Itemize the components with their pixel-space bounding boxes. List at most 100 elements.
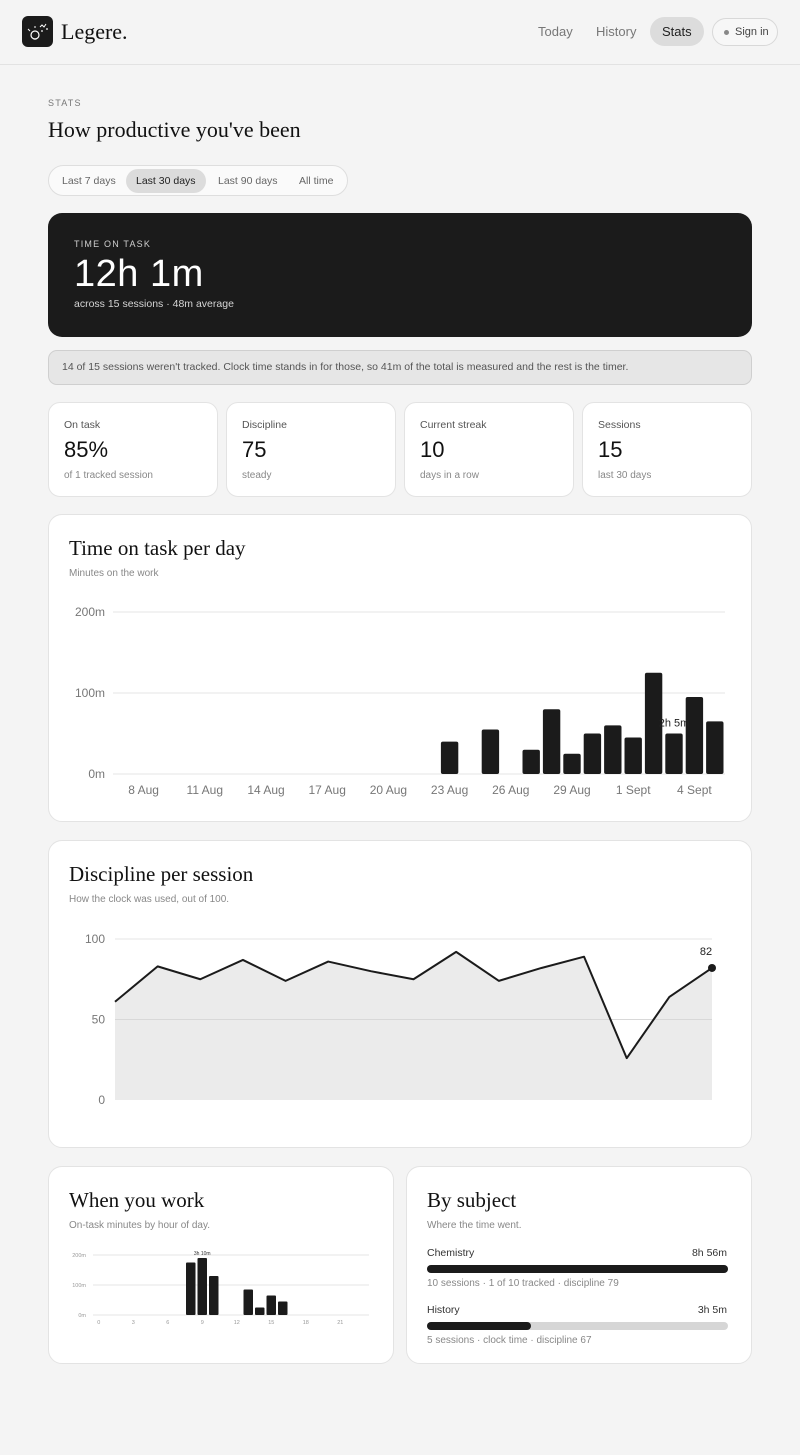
subject-bar-fill	[427, 1265, 728, 1273]
subject-name: Chemistry	[427, 1247, 475, 1259]
x-tick-label: 17 Aug	[309, 783, 346, 797]
card-subtitle: Where the time went.	[427, 1220, 522, 1231]
stat-value: 85%	[64, 437, 109, 462]
x-tick-label: 15	[268, 1320, 274, 1326]
stat-value: 75	[242, 437, 267, 462]
y-tick-label: 50	[92, 1013, 106, 1027]
card-title: By subject	[427, 1188, 517, 1212]
x-tick-label: 26 Aug	[492, 783, 529, 797]
x-tick-label: 18	[303, 1320, 309, 1326]
bar	[583, 733, 602, 774]
x-tick-label: 21	[337, 1320, 343, 1326]
range-selector: Last 7 days Last 30 days Last 90 days Al…	[48, 165, 348, 196]
sign-in-button[interactable]: Sign in	[712, 18, 778, 46]
nav-today[interactable]: Today	[538, 24, 573, 39]
range-last-90-days[interactable]: Last 90 days	[218, 175, 278, 187]
page-eyebrow: STATS	[48, 98, 82, 108]
y-tick-label: 200m	[72, 1253, 86, 1259]
bar	[563, 753, 581, 774]
bar	[266, 1295, 276, 1315]
range-last-7-days[interactable]: Last 7 days	[62, 175, 116, 187]
time-per-day-card: Time on task per day Minutes on the work…	[48, 514, 752, 822]
logo-icon[interactable]	[22, 16, 53, 47]
area-fill	[115, 951, 712, 1100]
x-tick-label: 4 Sept	[677, 783, 712, 797]
y-tick-label: 0	[98, 1093, 105, 1107]
bar	[255, 1307, 265, 1315]
card-title: Discipline per session	[69, 862, 254, 886]
x-tick-label: 6	[166, 1320, 169, 1326]
subject-bar-track	[427, 1265, 728, 1273]
subject-time: 8h 56m	[691, 1247, 727, 1259]
sign-in-label: Sign in	[735, 26, 769, 38]
stat-label: Current streak	[420, 419, 487, 431]
when-you-work-card: When you work On-task minutes by hour of…	[48, 1166, 394, 1364]
bar	[197, 1258, 207, 1315]
x-tick-label: 29 Aug	[553, 783, 590, 797]
y-tick-label: 100m	[75, 686, 105, 700]
y-tick-label: 0m	[78, 1313, 86, 1319]
stat-sub: steady	[242, 470, 272, 481]
subject-bar-fill	[427, 1322, 531, 1330]
card-subtitle: On-task minutes by hour of day.	[69, 1220, 210, 1231]
y-tick-label: 100m	[72, 1283, 86, 1289]
x-tick-label: 0	[97, 1320, 100, 1326]
range-all-time[interactable]: All time	[299, 175, 334, 187]
y-tick-label: 100	[85, 932, 105, 946]
range-last-30-days[interactable]: Last 30 days	[126, 169, 206, 193]
data-label: 3h 10m	[194, 1251, 211, 1257]
x-tick-label: 1 Sept	[616, 783, 651, 797]
bar	[542, 709, 561, 774]
data-label: 2h 5m	[659, 718, 690, 730]
bar	[624, 737, 642, 774]
stat-sub: last 30 days	[598, 470, 652, 481]
brand-name[interactable]: Legere.	[61, 19, 128, 44]
top-bar: Legere. Today History Stats Sign in	[0, 0, 800, 65]
status-dot-icon	[724, 30, 729, 35]
bar	[644, 672, 663, 774]
hour-of-day-chart: 0m 100m 200m 0 3 6 9 12 15 18 21 3h 10m	[72, 1251, 369, 1326]
hero-subtext: across 15 sessions · 48m average	[74, 298, 234, 310]
stat-card-discipline: Discipline 75 steady	[226, 402, 396, 497]
x-tick-label: 12	[234, 1320, 240, 1326]
subject-bar-track	[427, 1322, 728, 1330]
x-tick-label: 14 Aug	[247, 783, 284, 797]
bar	[665, 733, 683, 774]
stat-sub: of 1 tracked session	[64, 470, 153, 481]
subject-time: 3h 5m	[697, 1304, 727, 1316]
bar	[522, 749, 540, 774]
card-subtitle: Minutes on the work	[69, 568, 159, 579]
subject-name: History	[427, 1304, 460, 1316]
nav-stats[interactable]: Stats	[650, 17, 704, 46]
bar	[706, 721, 724, 774]
nav-history[interactable]: History	[596, 24, 637, 39]
stat-card-sessions: Sessions 15 last 30 days	[582, 402, 752, 497]
bar	[440, 741, 459, 774]
last-point	[708, 963, 716, 972]
by-subject-card: By subject Where the time went. Chemistr…	[406, 1166, 752, 1364]
bar	[481, 729, 500, 774]
y-tick-label: 0m	[88, 767, 105, 781]
hero-value: 12h 1m	[74, 253, 204, 295]
bar	[186, 1262, 196, 1315]
stat-label: Discipline	[242, 419, 287, 431]
subject-meta: 5 sessions · clock time · discipline 67	[427, 1335, 592, 1346]
time-per-day-chart: 0m 100m 200m 8 Aug 11 Aug 14 Aug 17 Aug 20 Aug 2…	[75, 605, 725, 797]
subject-meta: 10 sessions · 1 of 10 tracked · discipli…	[427, 1278, 619, 1289]
bar	[604, 725, 622, 774]
stat-sub: days in a row	[420, 470, 479, 481]
series-line	[114, 950, 713, 1060]
stat-value: 10	[420, 437, 445, 462]
stat-card-current-streak: Current streak 10 days in a row	[404, 402, 574, 497]
bar	[278, 1301, 288, 1315]
card-title: When you work	[69, 1188, 205, 1212]
x-tick-label: 3	[132, 1320, 135, 1326]
discipline-card: Discipline per session How the clock was…	[48, 840, 752, 1148]
stat-label: Sessions	[598, 419, 641, 431]
x-tick-label: 20 Aug	[370, 783, 407, 797]
bar	[685, 697, 704, 774]
y-tick-label: 200m	[75, 605, 105, 619]
stat-card-on-task: On task 85% of 1 tracked session	[48, 402, 218, 497]
card-subtitle: How the clock was used, out of 100.	[69, 894, 230, 905]
page-title: How productive you've been	[48, 117, 301, 142]
